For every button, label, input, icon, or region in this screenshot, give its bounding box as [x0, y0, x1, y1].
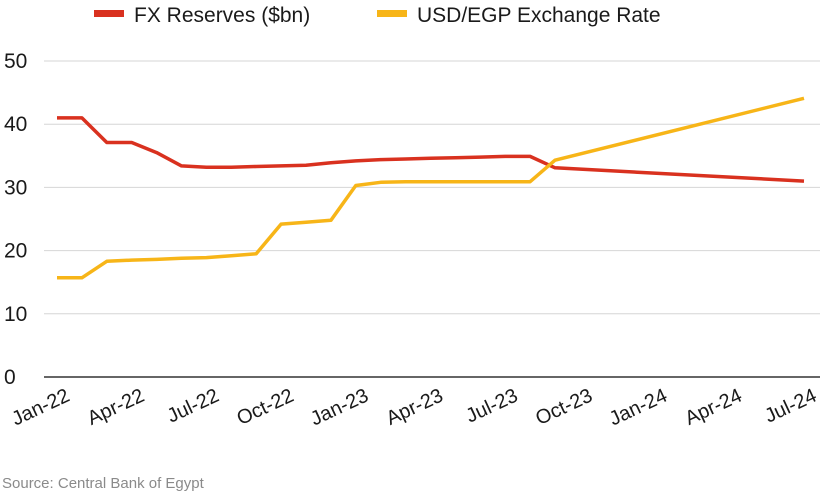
x-axis-ticks: Jan-22 Apr-22 Jul-22 Oct-22 Jan-23 Apr-23 Jul-… [8, 385, 820, 431]
legend: FX Reserves ($bn) USD/EGP Exchange Rate [94, 4, 661, 27]
x-tick-label: Jan-22 [8, 385, 73, 431]
x-tick-label: Oct-23 [532, 385, 596, 430]
x-tick-label: Oct-22 [234, 385, 298, 430]
y-tick-label: 50 [4, 50, 27, 73]
y-tick-label: 10 [4, 303, 27, 326]
x-tick-label: Jul-24 [761, 385, 820, 428]
y-tick-label: 30 [4, 176, 27, 199]
y-tick-label: 0 [4, 366, 16, 389]
legend-swatch [377, 10, 407, 17]
x-tick-label: Jul-23 [463, 385, 522, 428]
series-line-usd-egp [57, 96, 805, 280]
x-tick-label: Jan-23 [307, 385, 372, 431]
series-line-fx-reserves [57, 116, 805, 183]
y-tick-label: 20 [4, 240, 27, 263]
source-note: Source: Central Bank of Egypt [2, 475, 204, 492]
x-tick-label: Apr-23 [383, 385, 447, 430]
series-group [57, 96, 805, 280]
gridlines [44, 60, 820, 315]
x-tick-label: Jul-22 [164, 385, 223, 428]
legend-swatch [94, 10, 124, 17]
legend-label: FX Reserves ($bn) [134, 4, 310, 27]
y-axis-ticks: 0 10 20 30 40 50 [4, 50, 27, 389]
legend-label: USD/EGP Exchange Rate [417, 4, 661, 27]
x-tick-label: Apr-24 [682, 385, 746, 430]
x-tick-label: Jan-24 [606, 385, 671, 431]
y-tick-label: 40 [4, 113, 27, 136]
x-tick-label: Apr-22 [84, 385, 148, 430]
